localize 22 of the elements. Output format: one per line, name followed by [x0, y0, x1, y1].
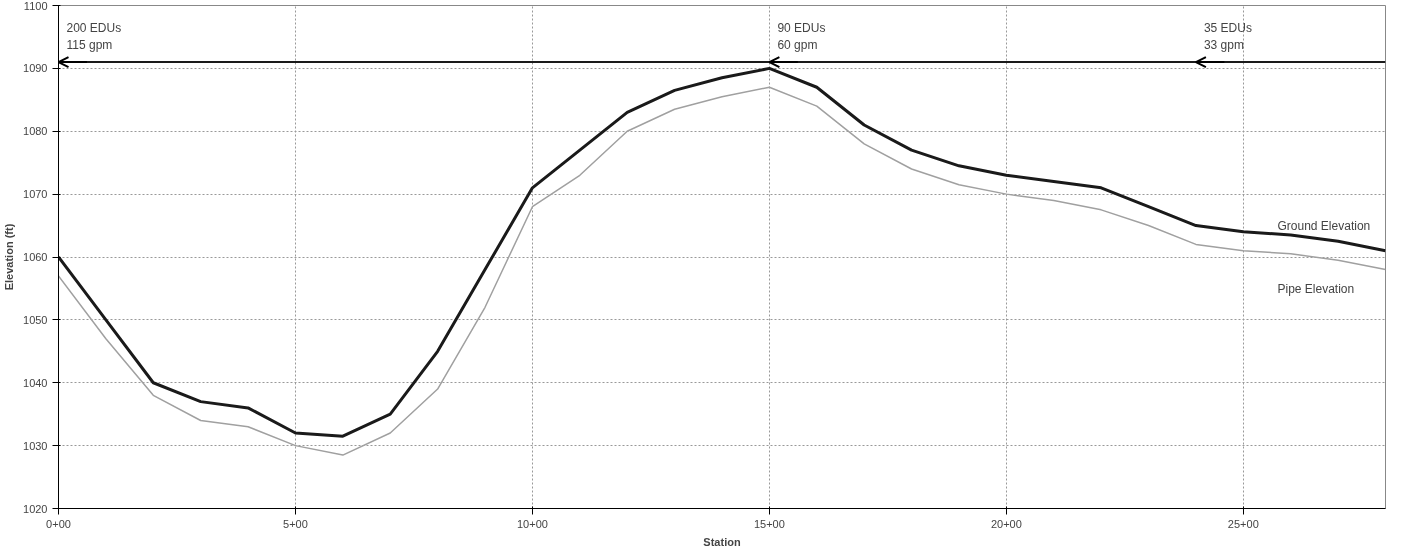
- x-tick-label: 5+00: [283, 517, 308, 530]
- y-tick-label: 1060: [23, 251, 48, 263]
- x-tick-label: 25+00: [1227, 517, 1259, 530]
- x-tick-label: 20+00: [990, 517, 1022, 530]
- y-tick-label: 1020: [23, 502, 48, 515]
- annotation: 200 EDUs 115 gpm: [66, 21, 122, 53]
- annotation: 35 EDUs 33 gpm: [1203, 21, 1252, 53]
- x-axis-title: Station: [703, 535, 741, 548]
- x-tick-label: 15+00: [753, 517, 785, 530]
- y-tick-label: 1080: [23, 125, 48, 138]
- y-tick-label: 1070: [23, 188, 48, 201]
- y-tick-label: 1090: [23, 62, 48, 75]
- x-tick-label: 10+00: [516, 517, 548, 530]
- y-tick-label: 1100: [23, 0, 48, 12]
- x-tick-label: 0+00: [46, 517, 71, 530]
- y-tick-label: 1040: [23, 376, 48, 389]
- y-tick-label: 1050: [23, 313, 48, 326]
- y-axis-title: Elevation (ft): [3, 223, 16, 291]
- series-label: Pipe Elevation: [1277, 281, 1355, 296]
- y-tick-label: 1030: [23, 439, 48, 452]
- annotation: 90 EDUs 60 gpm: [777, 21, 826, 53]
- series-label: Ground Elevation: [1277, 218, 1371, 233]
